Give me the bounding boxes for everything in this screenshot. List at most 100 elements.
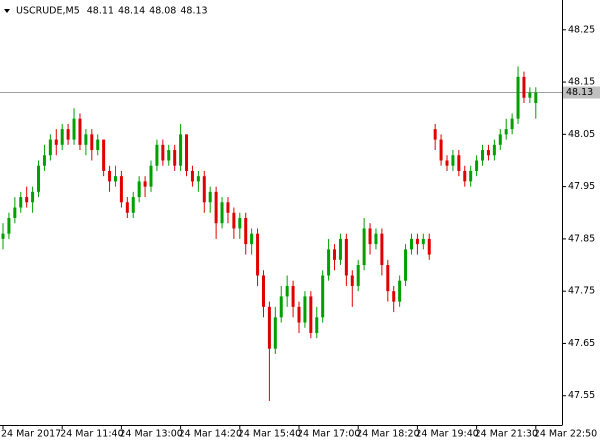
candle-body	[297, 306, 301, 323]
candle-body	[137, 181, 141, 198]
x-tick-label: 24 Mar 11:40	[60, 429, 123, 440]
candle-body	[267, 306, 271, 349]
candle-body	[380, 233, 384, 266]
candle-body	[451, 155, 455, 166]
candle-body	[42, 155, 46, 166]
candle-body	[155, 144, 159, 166]
candle-body	[273, 317, 277, 349]
candle-body	[48, 139, 52, 156]
candle-body	[250, 233, 254, 245]
candle-body	[291, 285, 295, 307]
x-tick-label: 24 Mar 2017	[1, 429, 61, 440]
candle-body	[119, 176, 123, 203]
candle-body	[66, 129, 70, 140]
candle-body	[167, 150, 171, 161]
candle-body	[492, 144, 496, 156]
candle-body	[190, 170, 194, 182]
candle-body	[196, 176, 200, 182]
header-value: 48.14	[118, 6, 145, 17]
candle-body	[362, 228, 366, 266]
candle-body	[528, 92, 532, 98]
candle-body	[427, 238, 431, 255]
candle-body	[37, 165, 41, 192]
y-tick-label: 48.15	[568, 77, 595, 88]
candle-body	[232, 212, 236, 229]
price-label-box	[563, 86, 600, 99]
candle-body	[404, 249, 408, 281]
candle-body	[19, 197, 23, 208]
candle-body	[72, 118, 76, 140]
candle-body	[202, 176, 206, 203]
candle-body	[315, 317, 319, 333]
candle-body	[7, 217, 11, 234]
candle-body	[108, 170, 112, 182]
header-value: 48.13	[180, 6, 207, 17]
x-tick-label: 24 Mar 14:20	[179, 429, 242, 440]
candle-body	[102, 139, 106, 171]
candle-body	[481, 150, 485, 161]
candle-body	[13, 207, 17, 218]
y-tick-label: 47.75	[568, 286, 595, 297]
symbol-label: USCRUDE,M5	[16, 6, 80, 17]
candle-body	[238, 217, 242, 229]
candle-body	[327, 249, 331, 276]
y-tick-label: 47.55	[568, 390, 595, 401]
candle-body	[445, 160, 449, 166]
y-tick-label: 47.95	[568, 181, 595, 192]
x-tick-label: 24 Mar 13:00	[119, 429, 182, 440]
candle-body	[333, 249, 337, 260]
y-tick-label: 47.65	[568, 338, 595, 349]
x-tick-label: 24 Mar 18:20	[356, 429, 419, 440]
candle-body	[338, 238, 342, 260]
candle-body	[504, 129, 508, 135]
candle-body	[475, 160, 479, 171]
menu-arrow[interactable]	[4, 9, 10, 13]
candle-body	[469, 170, 473, 182]
candle-body	[173, 150, 177, 166]
candle-body	[534, 92, 538, 103]
candle-body	[439, 139, 443, 161]
candle-body	[185, 134, 189, 171]
candle-body	[90, 134, 94, 151]
candle-body	[96, 139, 100, 151]
candle-body	[179, 134, 183, 166]
candle-body	[261, 275, 265, 307]
candle-body	[374, 233, 378, 245]
candle-body	[214, 191, 218, 224]
header-value: 48.11	[87, 6, 114, 17]
candle-body	[113, 176, 117, 182]
candle-body	[421, 238, 425, 245]
candle-body	[516, 76, 520, 119]
candle-body	[303, 296, 307, 323]
candle-body	[522, 76, 526, 98]
candle-body	[386, 265, 390, 292]
candle-body	[309, 296, 313, 333]
candle-body	[392, 291, 396, 302]
x-tick-label: 24 Mar 15:40	[238, 429, 301, 440]
candle-body	[161, 144, 165, 161]
candle-body	[244, 217, 248, 245]
candle-body	[1, 233, 5, 239]
x-tick-label: 24 Mar 17:00	[297, 429, 360, 440]
candle-body	[143, 181, 147, 187]
y-tick-label: 48.05	[568, 129, 595, 140]
x-tick-label: 24 Mar 21:30	[475, 429, 538, 440]
candle-body	[415, 238, 419, 245]
candle-body	[498, 134, 502, 145]
candle-body	[125, 202, 129, 213]
candle-body	[31, 191, 35, 203]
candle-body	[409, 238, 413, 250]
candle-body	[208, 191, 212, 203]
y-tick-label: 47.85	[568, 233, 595, 244]
candle-body	[510, 118, 514, 130]
candle-body	[344, 238, 348, 276]
candle-body	[226, 202, 230, 213]
candle-body	[256, 233, 260, 276]
candle-body	[54, 139, 58, 145]
candle-body	[356, 265, 360, 286]
candle-body	[486, 150, 490, 156]
candle-body	[285, 285, 289, 297]
candle-body	[398, 280, 402, 302]
x-tick-label: 24 Mar 19:40	[415, 429, 478, 440]
